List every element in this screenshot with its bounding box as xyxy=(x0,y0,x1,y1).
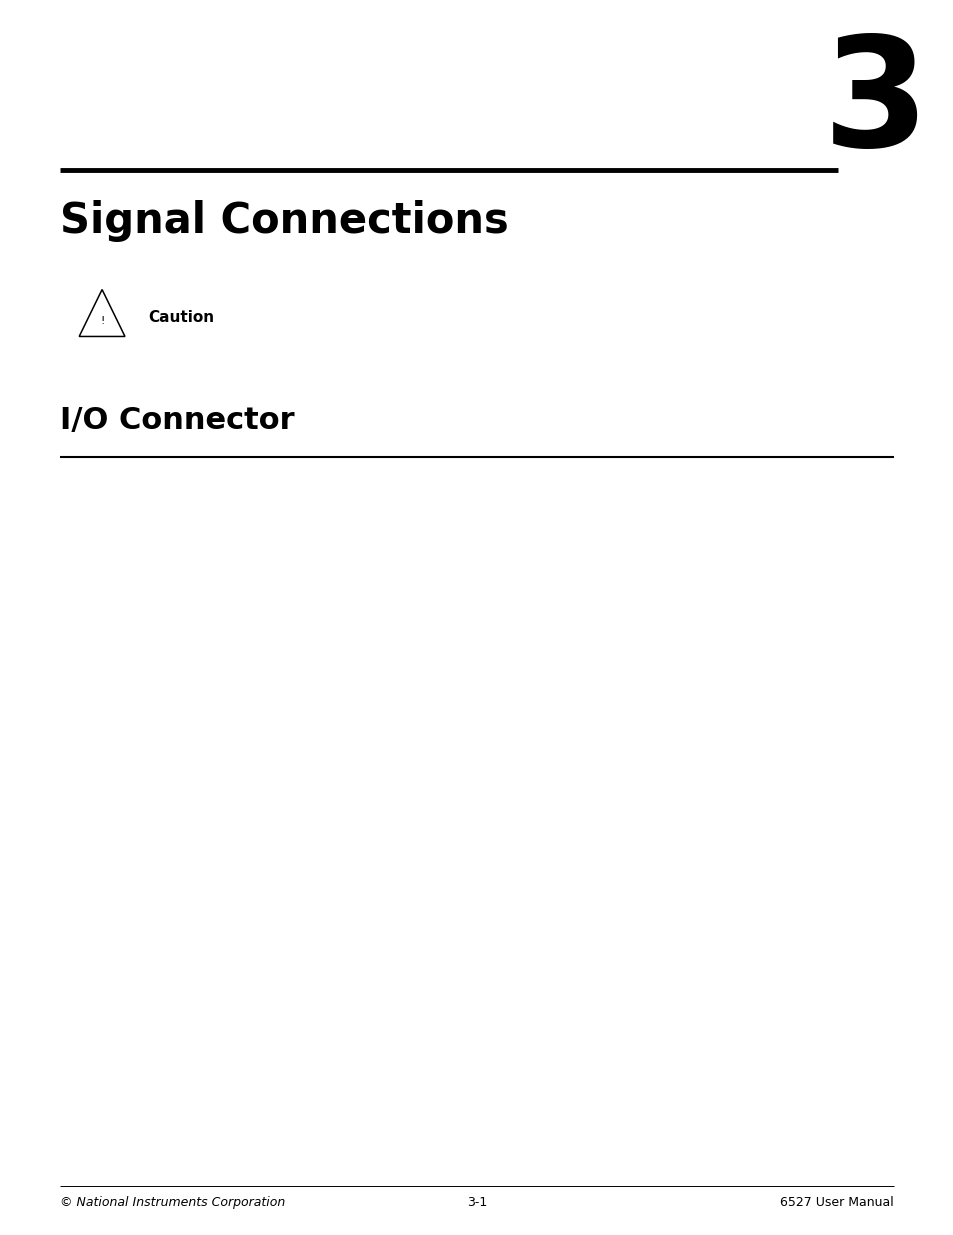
Text: I/O Connector: I/O Connector xyxy=(60,406,294,435)
Text: 6527 User Manual: 6527 User Manual xyxy=(780,1197,893,1209)
Text: 3: 3 xyxy=(821,30,928,179)
Text: Signal Connections: Signal Connections xyxy=(60,200,508,242)
Text: 3-1: 3-1 xyxy=(466,1197,487,1209)
Text: Caution: Caution xyxy=(148,310,213,325)
Text: !: ! xyxy=(100,315,104,326)
Text: © National Instruments Corporation: © National Instruments Corporation xyxy=(60,1197,285,1209)
